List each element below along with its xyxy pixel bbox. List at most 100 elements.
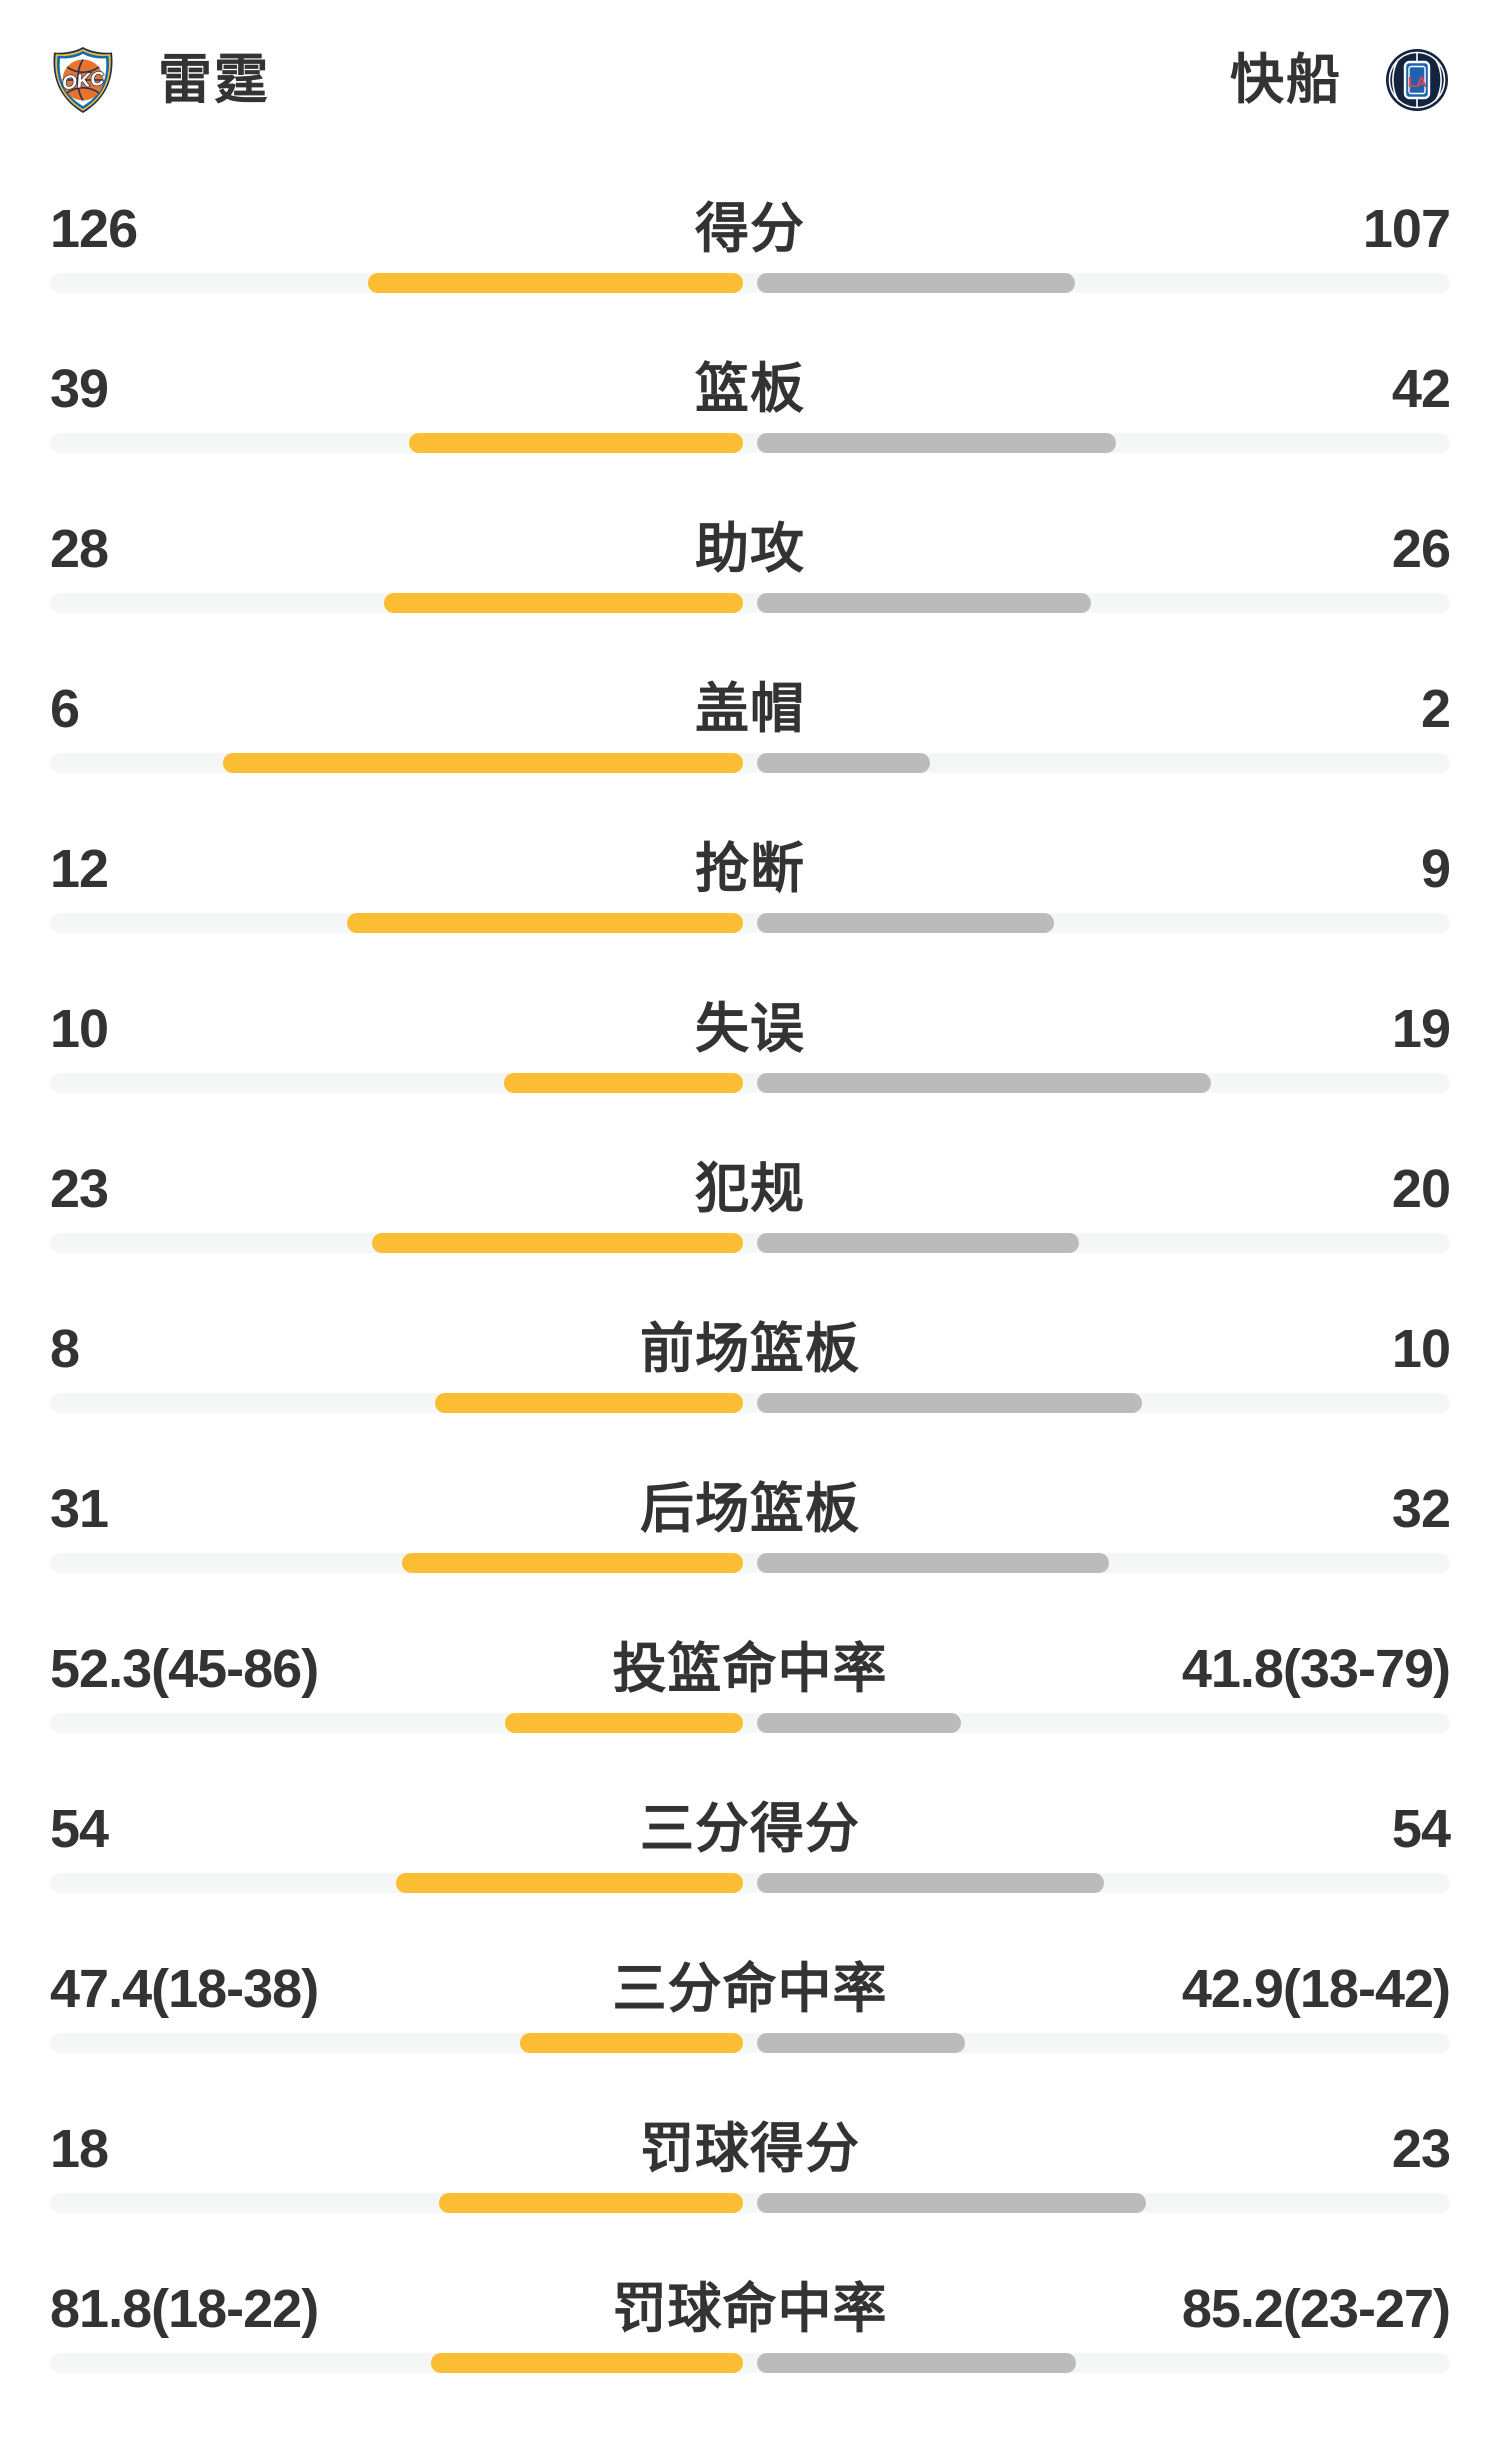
stat-row: 12 抢断 9 [0, 840, 1500, 1000]
stat-label: 篮板 [695, 359, 805, 419]
stat-bar-track [50, 913, 1450, 933]
home-stat-value: 12 [50, 839, 109, 899]
home-stat-bar [368, 273, 743, 293]
away-stat-value: 9 [1420, 839, 1451, 899]
stat-bar-track [50, 1713, 1450, 1733]
home-stat-value: 54 [50, 1799, 109, 1859]
stat-label: 前场篮板 [640, 1319, 860, 1379]
home-stat-value: 126 [50, 199, 138, 259]
away-stat-bar [757, 2193, 1146, 2213]
stat-row: 8 前场篮板 10 [0, 1320, 1500, 1480]
match-stats-header: OKC 雷霆 快船 LA [0, 0, 1500, 114]
stat-bar-track [50, 1073, 1450, 1093]
stat-bar-track [50, 1233, 1450, 1253]
away-stat-bar [757, 1553, 1109, 1573]
stat-label: 罚球得分 [640, 2119, 860, 2179]
home-stat-value: 18 [50, 2119, 109, 2179]
stat-row: 23 犯规 20 [0, 1160, 1500, 1320]
stat-label: 盖帽 [695, 679, 805, 739]
stat-label: 抢断 [695, 839, 805, 899]
away-stat-value: 2 [1420, 679, 1451, 739]
home-stat-bar [402, 1553, 743, 1573]
stat-bar-track [50, 2033, 1450, 2053]
away-team-header[interactable]: 快船 LA [1230, 46, 1450, 114]
stat-bar-track [50, 2353, 1450, 2373]
home-stat-bar [504, 1073, 743, 1093]
stat-bar-track [50, 593, 1450, 613]
away-stat-value: 107 [1362, 199, 1451, 259]
stat-row: 47.4(18-38) 三分命中率 42.9(18-42) [0, 1960, 1500, 2120]
away-stat-value: 41.8(33-79) [1181, 1639, 1451, 1699]
stat-bar-track [50, 433, 1450, 453]
home-team-name: 雷霆 [158, 50, 270, 110]
svg-text:OKC: OKC [61, 68, 106, 94]
away-stat-bar [757, 593, 1091, 613]
away-stat-bar [757, 1873, 1104, 1893]
stat-label: 犯规 [695, 1159, 805, 1219]
home-stat-value: 31 [50, 1479, 109, 1539]
stat-bar-track [50, 1393, 1450, 1413]
stat-row: 81.8(18-22) 罚球命中率 85.2(23-27) [0, 2280, 1500, 2440]
away-stat-value: 26 [1391, 519, 1451, 579]
home-stat-bar [520, 2033, 743, 2053]
home-stat-bar [409, 433, 743, 453]
home-stat-bar [435, 1393, 743, 1413]
home-stat-bar [223, 753, 743, 773]
away-stat-value: 32 [1391, 1479, 1451, 1539]
stat-bar-track [50, 753, 1450, 773]
away-stat-bar [757, 1073, 1211, 1093]
away-stat-value: 20 [1391, 1159, 1451, 1219]
home-stat-bar [396, 1873, 743, 1893]
home-stat-value: 28 [50, 519, 109, 579]
stat-label: 助攻 [695, 519, 805, 579]
home-stat-value: 6 [50, 679, 80, 739]
away-stat-bar [757, 753, 930, 773]
la-clippers-logo: LA [1386, 49, 1448, 111]
away-stat-bar [757, 2353, 1076, 2373]
home-stat-value: 10 [50, 999, 109, 1059]
away-stat-value: 10 [1391, 1319, 1451, 1379]
svg-text:LA: LA [1408, 74, 1427, 91]
home-stat-bar [372, 1233, 743, 1253]
stat-row: 31 后场篮板 32 [0, 1480, 1500, 1640]
stat-row: 6 盖帽 2 [0, 680, 1500, 840]
home-stat-bar [347, 913, 743, 933]
stat-label: 三分得分 [640, 1799, 860, 1859]
away-stat-bar [757, 1233, 1079, 1253]
away-stat-value: 42 [1391, 359, 1451, 419]
stat-bar-track [50, 1873, 1450, 1893]
home-stat-value: 47.4(18-38) [50, 1959, 319, 2019]
stat-label: 投篮命中率 [612, 1639, 888, 1699]
stat-row: 10 失误 19 [0, 1000, 1500, 1160]
home-stat-value: 52.3(45-86) [50, 1639, 319, 1699]
home-team-header[interactable]: OKC 雷霆 [50, 46, 270, 114]
stat-label: 罚球命中率 [612, 2279, 888, 2339]
stat-row: 28 助攻 26 [0, 520, 1500, 680]
home-stat-value: 39 [50, 359, 109, 419]
stat-label: 后场篮板 [640, 1479, 860, 1539]
stat-row: 39 篮板 42 [0, 360, 1500, 520]
stat-bar-track [50, 273, 1450, 293]
home-stat-value: 23 [50, 1159, 109, 1219]
home-stat-bar [431, 2353, 743, 2373]
okc-thunder-logo: OKC [53, 47, 113, 113]
away-stat-bar [757, 2033, 965, 2053]
away-stat-bar [757, 1713, 961, 1733]
away-stat-value: 42.9(18-42) [1181, 1959, 1451, 2019]
home-stat-bar [505, 1713, 743, 1733]
home-stat-bar [439, 2193, 743, 2213]
away-stat-value: 23 [1391, 2119, 1451, 2179]
stat-row: 52.3(45-86) 投篮命中率 41.8(33-79) [0, 1640, 1500, 1800]
stat-label: 三分命中率 [612, 1959, 888, 2019]
away-stat-value: 85.2(23-27) [1181, 2279, 1451, 2339]
stat-bar-track [50, 1553, 1450, 1573]
stat-bar-track [50, 2193, 1450, 2213]
away-stat-bar [757, 433, 1116, 453]
away-stat-value: 54 [1391, 1799, 1451, 1859]
team-stats-comparison-list: 126 得分 107 39 篮板 42 28 助攻 26 [0, 200, 1500, 2440]
home-stat-value: 8 [50, 1319, 80, 1379]
away-stat-bar [757, 913, 1054, 933]
away-stat-bar [757, 273, 1075, 293]
home-stat-bar [384, 593, 743, 613]
stat-row: 54 三分得分 54 [0, 1800, 1500, 1960]
